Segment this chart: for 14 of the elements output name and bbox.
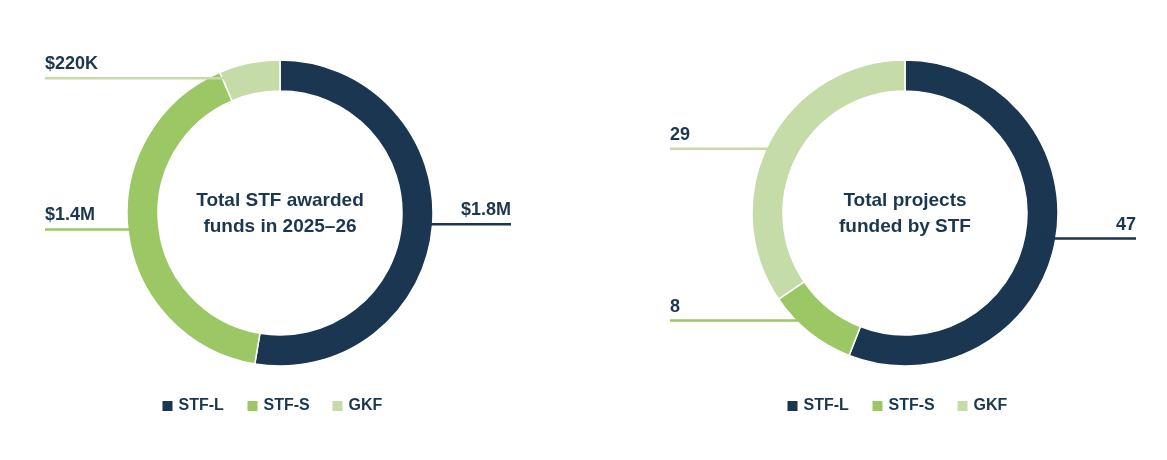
data-label: 29 [670,123,691,144]
legend-label: STF-L [178,396,225,414]
data-label: $1.8M [460,199,511,220]
data-label: $220K [45,53,99,74]
legend-label: GKF [973,396,1008,414]
legend-label: GKF [348,396,383,414]
data-label: $1.4M [45,204,96,225]
legend-label: STF-S [888,396,936,414]
legend-label: STF-L [803,396,850,414]
data-label: 47 [1115,213,1136,234]
text: Total projects funded by STF [839,189,971,237]
data-label: 8 [670,295,681,316]
text: Total STF awarded funds in 2025–26 [196,189,364,237]
legend-label: STF-S [263,396,311,414]
